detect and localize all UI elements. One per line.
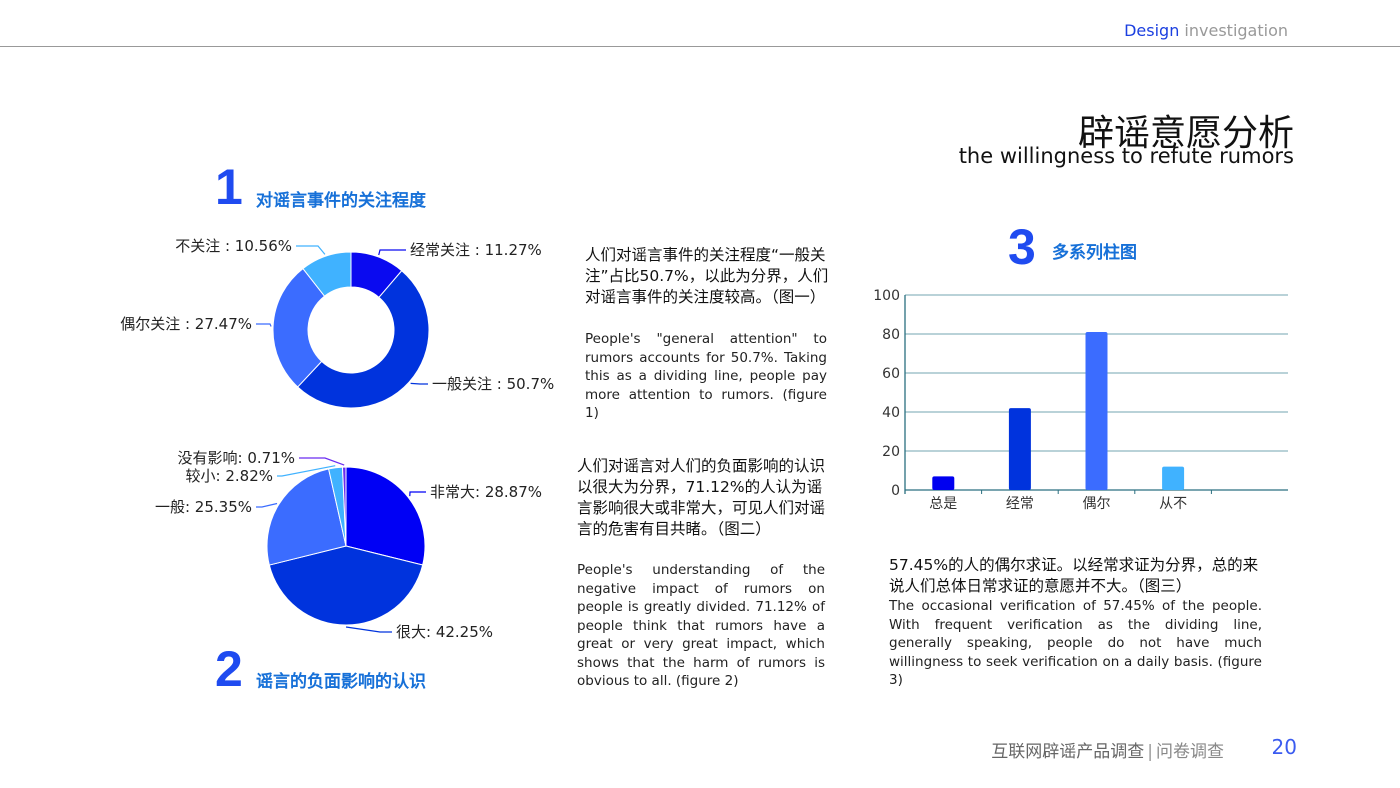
page-number: 20 <box>1271 735 1297 759</box>
pie-label: 没有影响: 0.71% <box>178 449 295 467</box>
section-1-title: 对谣言事件的关注程度 <box>256 191 426 211</box>
section-2-title: 谣言的负面影响的认识 <box>256 672 426 692</box>
footer-title: 互联网辟谣产品调查 | 问卷调查 <box>991 742 1224 762</box>
pie-label: 经常关注 : 11.27% <box>410 241 542 259</box>
y-tick-label: 80 <box>882 327 900 343</box>
x-tick-label: 经常 <box>1006 496 1034 512</box>
bar <box>1008 408 1031 490</box>
pie-slice <box>345 466 426 566</box>
pie-leader-line <box>409 491 426 497</box>
section-3-text-en: The occasional verification of 57.45% of… <box>889 598 1262 688</box>
bar <box>932 476 955 490</box>
pie-label: 偶尔关注 : 27.47% <box>120 315 252 333</box>
pie-leader-line <box>277 465 336 477</box>
pie-leader-line <box>410 382 428 385</box>
section-1-text-cn: 人们对谣言事件的关注程度“一般关注”占比50.7%，以此为分界，人们对谣言事件的… <box>585 246 829 306</box>
pie-label: 不关注 : 10.56% <box>175 237 292 255</box>
y-tick-label: 100 <box>873 288 900 304</box>
x-tick-label: 偶尔 <box>1083 496 1111 512</box>
y-tick-label: 0 <box>891 483 900 499</box>
pie-slice <box>302 251 352 297</box>
y-tick-label: 40 <box>882 405 900 421</box>
bar <box>1162 466 1185 490</box>
page-title: 辟谣意愿分析 <box>1077 113 1294 154</box>
pie-label: 较小: 2.82% <box>186 467 273 485</box>
pie-leader-line <box>378 249 406 256</box>
pie-leader-line <box>256 323 272 327</box>
pie-leader-line <box>296 245 326 255</box>
x-tick-label: 从不 <box>1159 496 1187 512</box>
pie-label: 很大: 42.25% <box>396 623 493 641</box>
pie-slice <box>297 270 430 409</box>
section-2-number: 2 <box>215 641 243 697</box>
pie-leader-line <box>299 457 345 466</box>
section-3-text-cn: 57.45%的人的偶尔求证。以经常求证为分界，总的来说人们总体日常求证的意愿并不… <box>889 556 1259 595</box>
pie-slice <box>268 545 424 626</box>
pie-slice <box>266 468 347 566</box>
y-tick-label: 20 <box>882 444 900 460</box>
y-tick-label: 60 <box>882 366 900 382</box>
pie-leader-line <box>256 502 278 508</box>
section-3-number: 3 <box>1008 219 1036 275</box>
pie-slice <box>272 267 326 388</box>
section-1-number: 1 <box>215 159 243 215</box>
pie-label: 一般关注 : 50.7% <box>432 375 554 393</box>
page-subtitle: the willingness to refute rumors <box>958 144 1294 168</box>
pie-label: 一般: 25.35% <box>155 498 252 516</box>
section-1-text-en: People's "general attention" to rumors a… <box>585 331 827 421</box>
section-2-text-en: People's understanding of the negative i… <box>577 562 825 689</box>
header-brand: Design investigation <box>1124 21 1288 40</box>
pie-leader-line <box>345 626 392 633</box>
header-divider <box>0 46 1400 47</box>
pie-label: 非常大: 28.87% <box>430 483 542 501</box>
x-tick-label: 总是 <box>929 496 957 512</box>
section-3-title: 多系列柱图 <box>1052 243 1137 263</box>
section-2-text-cn: 人们对谣言对人们的负面影响的认识以很大为分界，71.12%的人认为谣言影响很大或… <box>577 457 826 538</box>
bar <box>1085 332 1108 490</box>
pie-slice <box>341 466 347 547</box>
